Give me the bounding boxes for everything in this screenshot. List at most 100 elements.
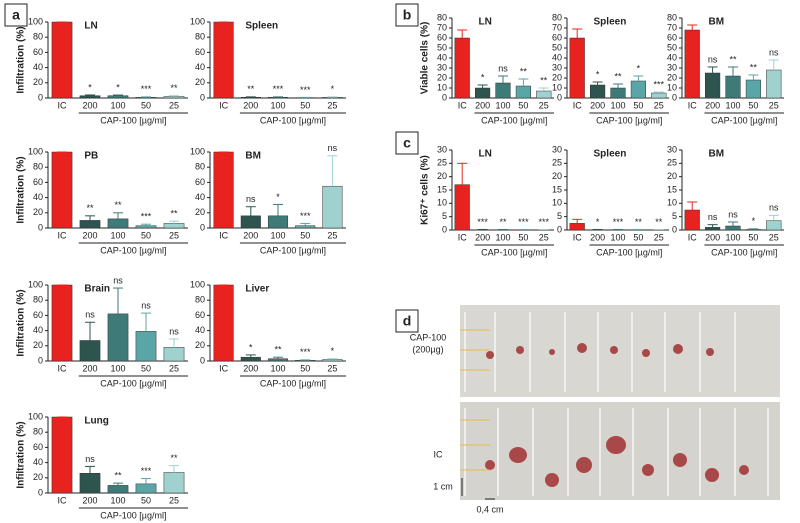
y-tick-label: 80 <box>33 427 43 437</box>
y-tick-label: 20 <box>195 77 205 87</box>
x-axis-label: CAP-100 [µg/ml] <box>100 510 166 520</box>
significance: ns <box>246 194 256 204</box>
y-tick-label: 60 <box>33 442 43 452</box>
significance: *** <box>141 84 152 94</box>
panel-label: b <box>403 7 412 23</box>
x-axis-label: CAP-100 [µg/ml] <box>260 378 326 388</box>
rulers <box>464 312 769 496</box>
significance: * <box>596 217 600 227</box>
chart-title: PB <box>84 151 98 162</box>
significance: ** <box>635 217 643 227</box>
x-tick-label: 200 <box>590 100 605 110</box>
x-tick-label: IC <box>219 230 229 240</box>
significance: ns <box>769 47 779 57</box>
photo-bg <box>460 305 780 397</box>
y-tick-label: 20 <box>437 72 447 82</box>
y-tick-label: 15 <box>667 184 677 194</box>
significance: *** <box>613 217 624 227</box>
bar <box>515 85 531 99</box>
bar <box>51 416 73 494</box>
y-tick-label: 0 <box>200 222 205 232</box>
y-tick-label: 20 <box>33 340 43 350</box>
significance: ns <box>141 300 151 310</box>
bar <box>454 37 470 99</box>
bar <box>51 151 73 229</box>
y-tick-label: 0 <box>442 92 447 102</box>
x-tick-label: 200 <box>475 232 490 242</box>
bar <box>536 90 552 99</box>
y-tick-label: 5 <box>442 211 447 221</box>
bar <box>79 95 101 99</box>
y-tick-label: 100 <box>28 279 43 289</box>
panel-label: d <box>403 313 412 329</box>
bar <box>684 29 700 99</box>
bar <box>240 356 261 362</box>
x-tick-label: 25 <box>654 100 664 110</box>
y-tick-label: 80 <box>667 12 677 22</box>
x-tick-label: 100 <box>110 363 125 373</box>
significance: * <box>481 72 485 82</box>
significance: * <box>637 63 641 73</box>
y-tick-label: 60 <box>437 32 447 42</box>
significance: ** <box>86 203 94 213</box>
x-tick-label: 50 <box>748 100 758 110</box>
y-tick-label: 10 <box>667 82 677 92</box>
bar <box>79 220 101 229</box>
y-axis-label: Infiltration (%) <box>16 26 27 93</box>
significance: * <box>596 69 600 79</box>
significance: *** <box>518 217 529 227</box>
y-axis-label: Ki67⁺ cells (%) <box>420 155 431 225</box>
x-tick-label: 200 <box>82 230 97 240</box>
x-axis-label: CAP-100 [µg/ml] <box>260 115 326 125</box>
significance: ** <box>114 200 122 210</box>
y-tick-label: 40 <box>195 192 205 202</box>
significance: ** <box>274 345 282 355</box>
bar <box>213 21 234 99</box>
bar <box>705 227 721 231</box>
bar <box>766 220 782 231</box>
y-tick-label: 60 <box>33 310 43 320</box>
y-tick-label: 10 <box>552 198 562 208</box>
significance: * <box>331 84 335 94</box>
y-tick-label: 40 <box>33 325 43 335</box>
bar <box>213 284 234 362</box>
bar <box>135 483 157 494</box>
significance: ns <box>113 275 123 285</box>
x-tick-label: 50 <box>300 100 310 110</box>
significance: ** <box>655 217 663 227</box>
y-tick-label: 20 <box>552 72 562 82</box>
x-tick-label: IC <box>458 232 468 242</box>
y-tick-label: 100 <box>28 146 43 156</box>
x-tick-label: 50 <box>141 495 151 505</box>
significance: ** <box>750 62 758 72</box>
y-tick-label: 30 <box>437 62 447 72</box>
x-tick-label: 200 <box>82 495 97 505</box>
bar <box>135 331 157 362</box>
x-tick-label: 25 <box>169 230 179 240</box>
bar <box>107 95 129 99</box>
y-tick-label: 80 <box>195 32 205 42</box>
y-tick-label: 20 <box>33 77 43 87</box>
y-tick-label: 25 <box>437 158 447 168</box>
significance: ns <box>85 310 95 320</box>
y-tick-label: 5 <box>672 211 677 221</box>
y-tick-label: 20 <box>552 171 562 181</box>
significance: * <box>88 82 92 92</box>
bar <box>766 69 782 99</box>
x-axis-label: CAP-100 [µg/ml] <box>481 247 547 257</box>
y-tick-label: 0 <box>557 224 562 234</box>
y-tick-label: 60 <box>195 47 205 57</box>
x-tick-label: 25 <box>327 363 337 373</box>
x-tick-label: IC <box>573 232 583 242</box>
bar <box>163 223 185 229</box>
y-axis-label: Viable cells (%) <box>420 22 431 95</box>
x-tick-label: 100 <box>110 230 125 240</box>
bar <box>590 84 606 99</box>
significance: * <box>331 346 335 356</box>
significance: * <box>276 192 280 202</box>
bar <box>745 229 761 231</box>
y-tick-label: 30 <box>437 144 447 154</box>
chart-title: Lung <box>84 416 108 427</box>
bar <box>213 151 234 229</box>
